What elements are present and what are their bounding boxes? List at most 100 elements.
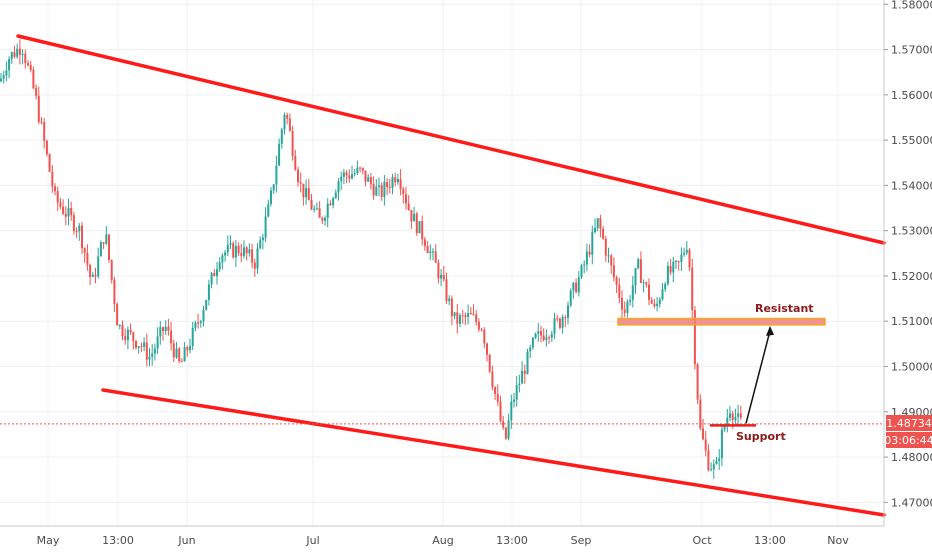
candle-body bbox=[288, 118, 291, 131]
y-tick-label: 1.50000 bbox=[891, 361, 932, 374]
candle-body bbox=[297, 169, 299, 183]
candle-body bbox=[121, 325, 124, 337]
candle-body bbox=[604, 238, 607, 256]
candle-body bbox=[105, 234, 108, 244]
candle-body bbox=[477, 321, 480, 330]
candle-body bbox=[162, 327, 164, 332]
candle-body bbox=[148, 356, 151, 360]
y-tick-label: 1.58000 bbox=[891, 0, 932, 11]
candle-body bbox=[137, 346, 140, 348]
candle-body bbox=[459, 315, 461, 324]
candle-body bbox=[729, 413, 731, 418]
candle-body bbox=[486, 343, 488, 355]
candle-body bbox=[648, 284, 650, 300]
x-tick-label: 13:00 bbox=[102, 534, 134, 547]
candle-body bbox=[75, 231, 78, 233]
candle-body bbox=[626, 301, 629, 313]
candle-body bbox=[318, 208, 321, 218]
candle-body bbox=[696, 364, 699, 400]
candle-body bbox=[688, 249, 691, 268]
last-price-badge bbox=[886, 415, 932, 431]
candle-body bbox=[367, 177, 370, 182]
candle-body bbox=[267, 203, 270, 217]
candle-body bbox=[264, 216, 267, 238]
candle-body bbox=[243, 247, 245, 256]
candle-body bbox=[210, 273, 213, 285]
resistant-label: Resistant bbox=[755, 302, 814, 315]
candle-body bbox=[631, 285, 634, 301]
candle-body bbox=[324, 217, 326, 221]
candle-body bbox=[618, 284, 621, 298]
x-tick-label: May bbox=[37, 534, 60, 547]
x-tick-label: Aug bbox=[432, 534, 453, 547]
candle-body bbox=[129, 329, 132, 333]
candle-body bbox=[313, 208, 316, 210]
candle-body bbox=[591, 231, 594, 255]
candle-body bbox=[18, 48, 21, 55]
candle-body bbox=[62, 206, 65, 214]
candle-body bbox=[399, 178, 402, 190]
candle-body bbox=[151, 353, 154, 357]
candle-body bbox=[21, 53, 24, 55]
candle-body bbox=[529, 347, 532, 352]
candle-body bbox=[402, 189, 405, 195]
candle-body bbox=[124, 336, 127, 341]
candle-body bbox=[480, 329, 483, 331]
candle-body bbox=[666, 266, 669, 284]
candle-body bbox=[602, 228, 605, 239]
candle-body bbox=[113, 279, 116, 305]
candle-body bbox=[472, 314, 475, 316]
candle-body bbox=[283, 114, 286, 130]
candle-body bbox=[583, 264, 586, 266]
candle-body bbox=[207, 284, 210, 300]
candle-body bbox=[693, 310, 696, 365]
projection-arrowhead bbox=[766, 325, 774, 336]
candle-body bbox=[542, 335, 545, 341]
candle-body bbox=[172, 343, 175, 358]
candle-body bbox=[580, 265, 583, 278]
candle-body bbox=[521, 370, 524, 384]
y-tick-label: 1.54000 bbox=[891, 179, 932, 192]
candle-body bbox=[645, 282, 648, 285]
countdown-badge bbox=[886, 432, 932, 448]
y-tick-label: 1.53000 bbox=[891, 225, 932, 238]
candle-body bbox=[51, 171, 54, 187]
candle-body bbox=[467, 312, 470, 318]
candle-body bbox=[418, 221, 421, 234]
candle-body bbox=[650, 299, 653, 304]
candle-body bbox=[356, 167, 359, 174]
candle-body bbox=[558, 318, 561, 328]
projection-arrow bbox=[745, 330, 771, 424]
candle-body bbox=[216, 269, 218, 277]
candle-body bbox=[329, 203, 332, 206]
candle-body bbox=[634, 268, 637, 286]
candle-body bbox=[2, 75, 5, 79]
candle-body bbox=[294, 156, 297, 170]
candle-body bbox=[437, 262, 440, 279]
candle-body bbox=[499, 401, 502, 422]
candle-body bbox=[272, 184, 275, 191]
candle-body bbox=[461, 315, 464, 317]
candle-body bbox=[653, 303, 656, 306]
candle-body bbox=[545, 337, 548, 341]
candle-body bbox=[575, 282, 578, 293]
candle-body bbox=[405, 194, 407, 204]
x-axis: May 13:00 Jun Jul Aug 13:00 Sep Oct 13:00 Nov bbox=[37, 534, 850, 547]
candle-body bbox=[89, 264, 92, 277]
candle-body bbox=[596, 218, 599, 228]
candle-body bbox=[183, 347, 186, 362]
candle-body bbox=[278, 143, 281, 166]
candle-body bbox=[507, 420, 510, 439]
candle-body bbox=[64, 213, 67, 217]
candle-body bbox=[488, 354, 491, 372]
candle-body bbox=[442, 274, 445, 280]
candle-body bbox=[259, 240, 262, 249]
grid-layer bbox=[0, 0, 884, 526]
candle-body bbox=[445, 279, 448, 302]
candle-body bbox=[710, 469, 713, 471]
candle-body bbox=[145, 342, 148, 360]
candle-body bbox=[359, 167, 362, 169]
candle-body bbox=[245, 247, 248, 254]
y-tick-label: 1.47000 bbox=[891, 496, 932, 509]
